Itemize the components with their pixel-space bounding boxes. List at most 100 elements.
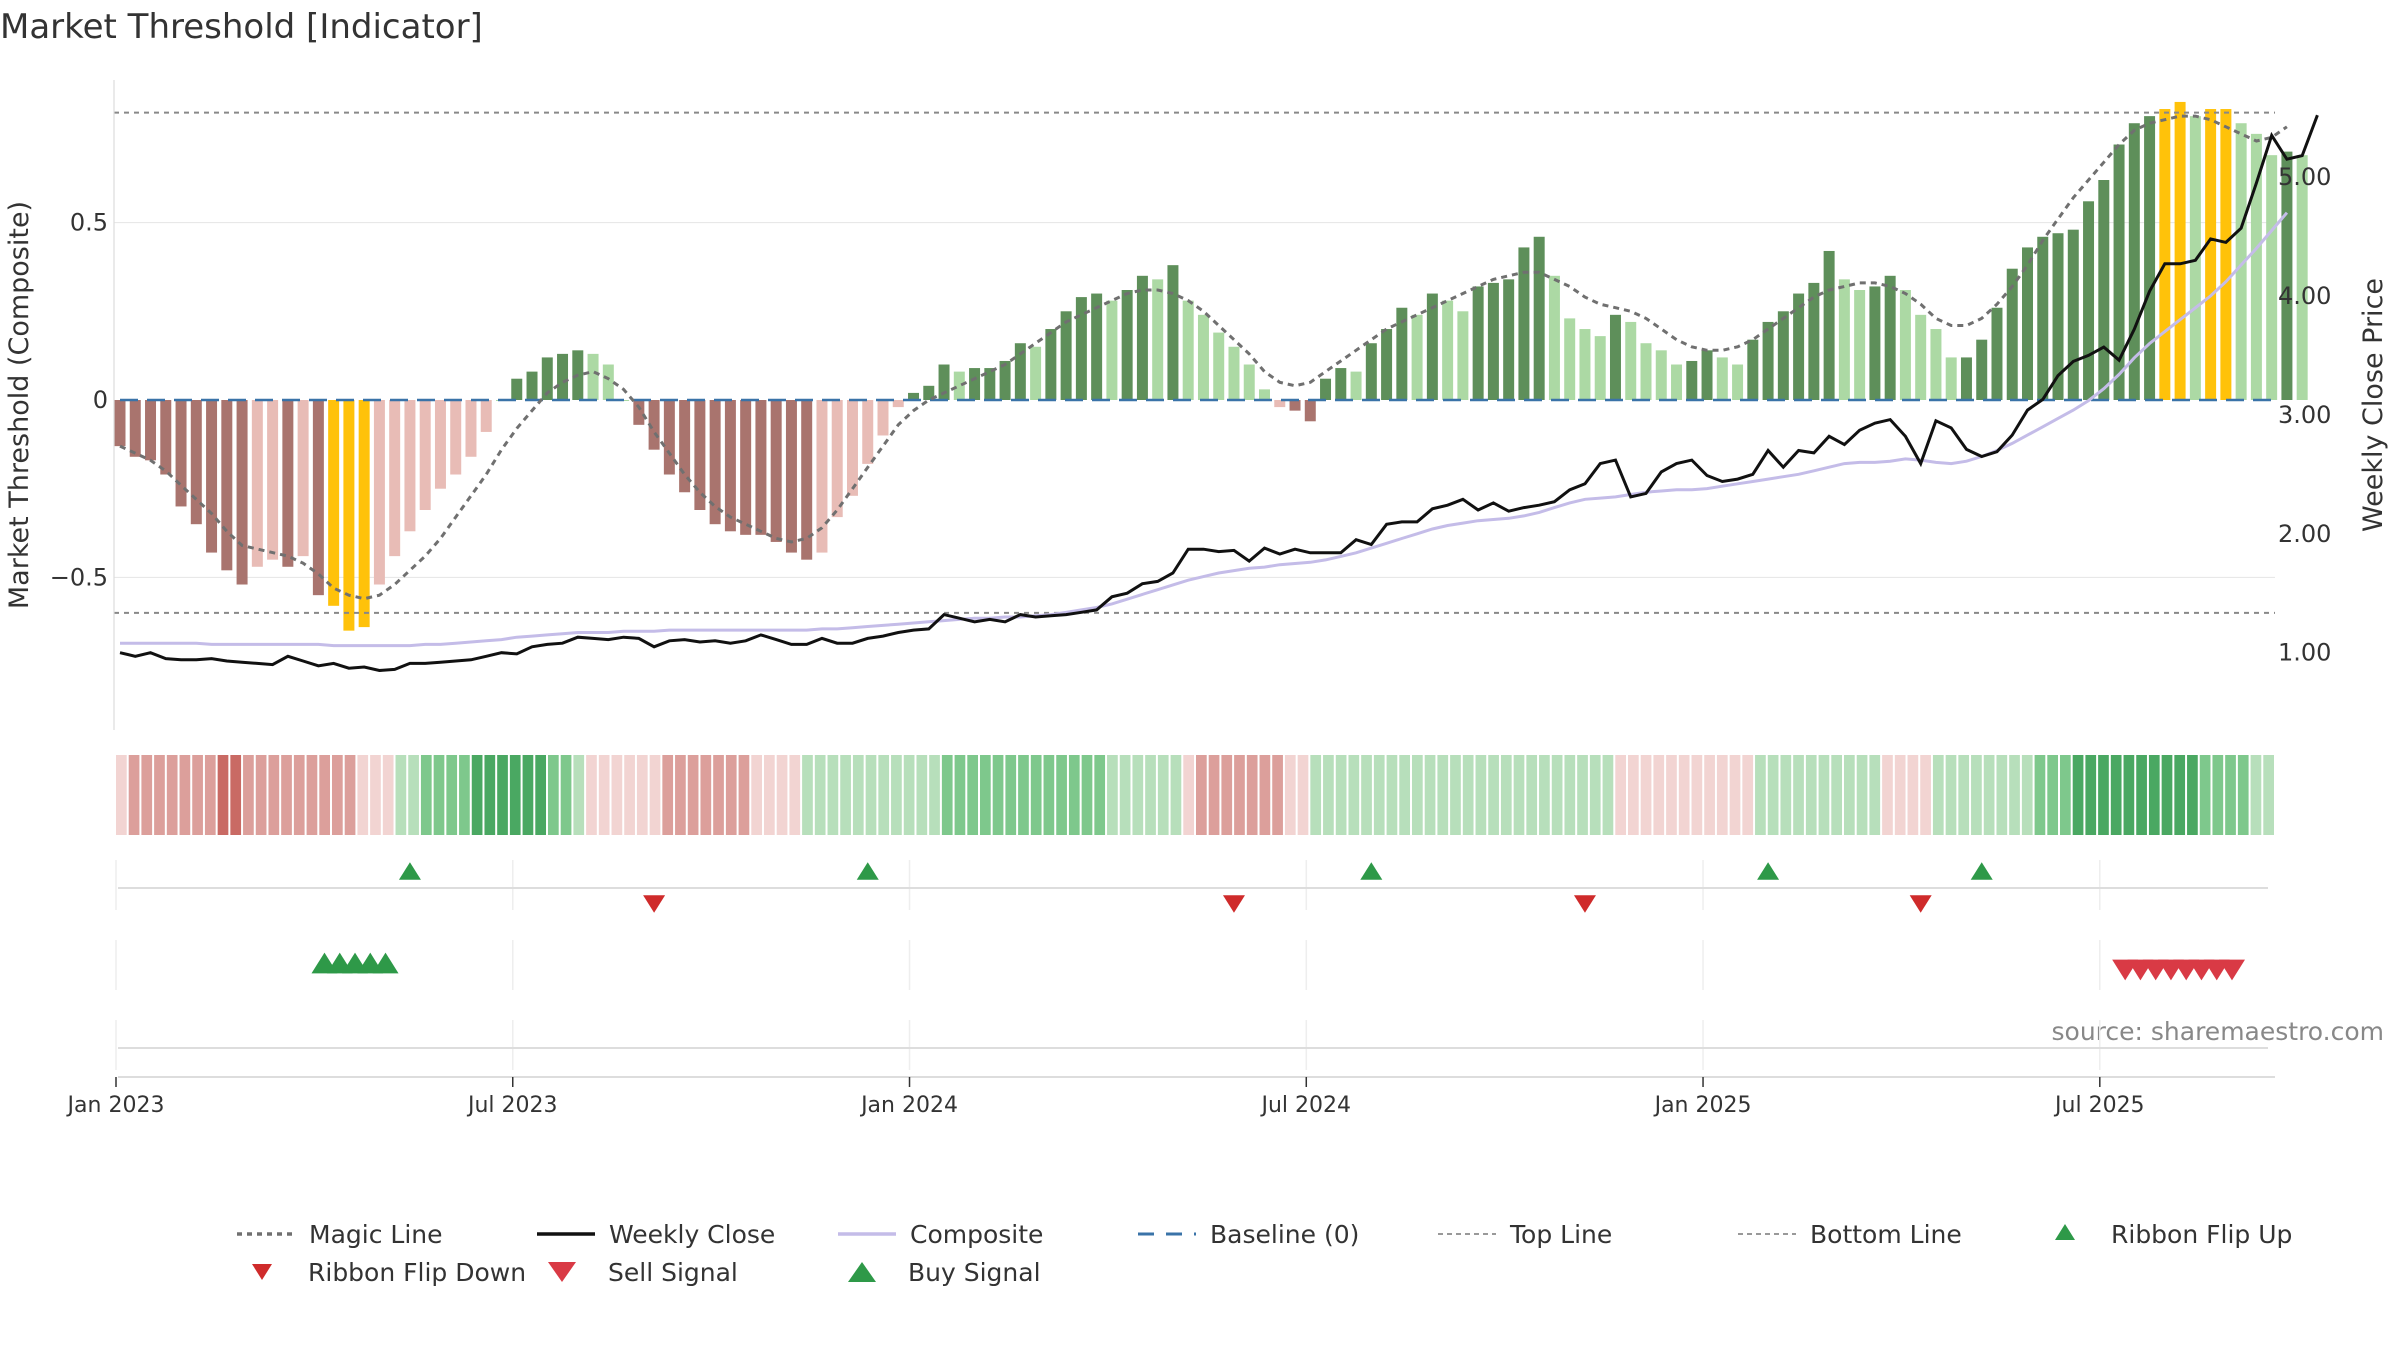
ribbon-cell bbox=[1107, 755, 1118, 835]
ribbon-cell bbox=[1513, 755, 1525, 835]
ribbon-cell bbox=[1945, 755, 1957, 835]
ribbon-cell bbox=[586, 755, 597, 835]
composite-bar bbox=[1060, 311, 1072, 400]
ribbon-cell bbox=[1882, 755, 1893, 835]
ribbon-cell bbox=[1056, 755, 1067, 835]
ribbon-cell bbox=[1653, 755, 1665, 835]
ribbon-cell bbox=[891, 755, 902, 835]
composite-bar bbox=[389, 400, 401, 557]
composite-bar bbox=[404, 400, 416, 532]
ribbon bbox=[116, 755, 2274, 835]
ribbon-cell bbox=[293, 755, 305, 835]
ribbon-flip-up-marker bbox=[1757, 862, 1780, 880]
ribbon-cell bbox=[827, 755, 839, 835]
ribbon-cell bbox=[611, 755, 623, 835]
ribbon-cell bbox=[128, 755, 140, 835]
composite-bar bbox=[999, 360, 1011, 400]
ribbon-cell bbox=[357, 755, 369, 835]
composite-bar bbox=[1823, 250, 1835, 400]
composite-bar bbox=[206, 400, 218, 553]
ribbon-cell bbox=[598, 755, 610, 835]
legend: Magic Line Weekly Close Composite Baseline … bbox=[237, 1220, 2292, 1287]
composite-bar bbox=[251, 400, 263, 567]
ribbon-cell bbox=[1132, 755, 1144, 835]
ribbon-cell bbox=[382, 755, 394, 835]
composite-bar bbox=[1152, 279, 1164, 400]
ribbon-cell bbox=[2237, 755, 2249, 835]
composite-bar bbox=[2083, 201, 2095, 400]
ribbon-cell bbox=[2263, 755, 2274, 835]
ribbon-cell bbox=[548, 755, 559, 835]
composite-bar bbox=[1548, 275, 1560, 400]
composite-bar bbox=[801, 400, 813, 560]
composite-bar bbox=[2159, 109, 2171, 400]
composite-bar bbox=[1243, 364, 1255, 400]
composite-bar bbox=[1564, 318, 1576, 400]
ribbon-cell bbox=[344, 755, 356, 835]
ribbon-cell bbox=[1297, 755, 1309, 835]
ribbon-cell bbox=[675, 755, 686, 835]
legend-label: Magic Line bbox=[309, 1220, 443, 1249]
x-tick-label: Jul 2024 bbox=[1260, 1093, 1352, 1118]
ribbon-cell bbox=[662, 755, 674, 835]
composite-bar bbox=[877, 400, 889, 436]
ribbon-cell bbox=[1996, 755, 2008, 835]
ribbon-cell bbox=[1894, 755, 1906, 835]
ribbon-cell bbox=[408, 755, 419, 835]
ribbon-cell bbox=[2225, 755, 2236, 835]
ribbon-cell bbox=[1716, 755, 1728, 835]
y-right-tick-label: 2.00 bbox=[2278, 520, 2331, 548]
legend-swatch bbox=[848, 1262, 876, 1282]
composite-bar bbox=[1640, 343, 1652, 400]
ribbon-cell bbox=[230, 755, 242, 835]
ribbon-flip-up-marker bbox=[856, 862, 879, 880]
composite-bar bbox=[892, 400, 904, 408]
composite-line bbox=[120, 211, 2289, 648]
ribbon-cell bbox=[1755, 755, 1766, 835]
ribbon-cell bbox=[1488, 755, 1499, 835]
composite-bar bbox=[1289, 400, 1301, 411]
ribbon-cell bbox=[1005, 755, 1017, 835]
ribbon-cell bbox=[713, 755, 724, 835]
composite-bar bbox=[1930, 329, 1942, 400]
ribbon-cell bbox=[1068, 755, 1080, 835]
ribbon-cell bbox=[1640, 755, 1652, 835]
composite-bar bbox=[1838, 279, 1850, 400]
ribbon-cell bbox=[929, 755, 940, 835]
y-tick-label: 0.5 bbox=[70, 209, 108, 237]
composite-bar bbox=[862, 400, 874, 464]
legend-swatch bbox=[548, 1262, 576, 1282]
y-tick-label: −0.5 bbox=[50, 563, 108, 591]
ribbon-cell bbox=[1971, 755, 1982, 835]
composite-bar bbox=[1671, 364, 1683, 400]
legend-label: Baseline (0) bbox=[1210, 1220, 1359, 1249]
weekly-close-line bbox=[119, 114, 2319, 673]
ribbon-cell bbox=[1767, 755, 1779, 835]
composite-bar bbox=[2281, 151, 2293, 400]
composite-bar bbox=[831, 400, 843, 518]
composite-bar bbox=[923, 385, 935, 400]
ribbon-cell bbox=[1920, 755, 1931, 835]
composite-bar bbox=[511, 378, 523, 400]
ribbon-cell bbox=[1704, 755, 1715, 835]
ribbon-cell bbox=[1589, 755, 1601, 835]
legend-label: Bottom Line bbox=[1810, 1220, 1962, 1249]
ribbon-cell bbox=[255, 755, 267, 835]
ribbon-cell bbox=[1196, 755, 1207, 835]
composite-bar bbox=[984, 368, 996, 400]
ribbon-cell bbox=[1958, 755, 1970, 835]
ribbon-cell bbox=[2212, 755, 2224, 835]
ribbon-cell bbox=[370, 755, 381, 835]
composite-bar bbox=[2220, 109, 2232, 400]
legend-label: Ribbon Flip Down bbox=[308, 1258, 526, 1287]
ribbon-cell bbox=[268, 755, 280, 835]
composite-bar bbox=[648, 400, 660, 450]
composite-bar bbox=[1106, 300, 1118, 400]
ribbon-cell bbox=[1564, 755, 1576, 835]
composite-bar bbox=[373, 400, 385, 585]
ribbon-cell bbox=[954, 755, 966, 835]
ribbon-cell bbox=[814, 755, 826, 835]
legend-label: Ribbon Flip Up bbox=[2111, 1220, 2292, 1249]
composite-bar bbox=[1655, 350, 1667, 400]
composite-bar bbox=[663, 400, 675, 475]
